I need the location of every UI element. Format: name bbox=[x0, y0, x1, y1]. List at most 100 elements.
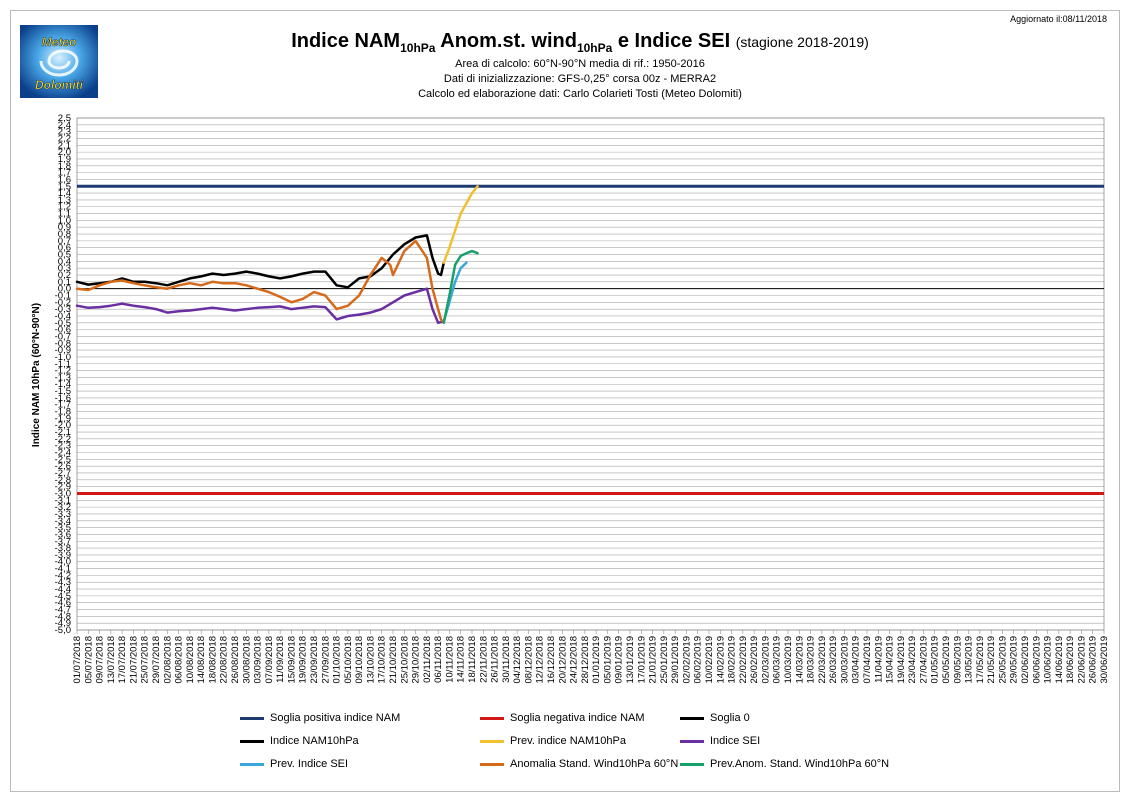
x-tick-label: 13/10/2018 bbox=[365, 636, 376, 684]
y-tick-label: 2,4 bbox=[58, 120, 71, 131]
y-tick-label: -4,1 bbox=[55, 564, 71, 575]
y-tick-label: 1,8 bbox=[58, 161, 71, 172]
legend-swatch bbox=[680, 739, 704, 743]
title-part-2: Anom.st. wind bbox=[435, 30, 577, 52]
y-tick-label: 0,8 bbox=[58, 229, 71, 240]
x-tick-label: 18/03/2019 bbox=[806, 636, 817, 684]
x-tick-label: 13/05/2019 bbox=[964, 636, 975, 684]
y-tick-label: 0,4 bbox=[58, 256, 71, 267]
x-tick-label: 02/03/2019 bbox=[760, 636, 771, 684]
x-tick-label: 26/06/2019 bbox=[1088, 636, 1099, 684]
legend-label: Soglia 0 bbox=[710, 712, 750, 724]
x-tick-label: 18/06/2019 bbox=[1065, 636, 1076, 684]
y-tick-label: 1,6 bbox=[58, 174, 71, 185]
y-tick-label: -1,5 bbox=[55, 386, 71, 397]
y-tick-label: 0,0 bbox=[58, 284, 71, 295]
x-tick-label: 23/09/2018 bbox=[309, 636, 320, 684]
gridlines bbox=[76, 117, 1105, 631]
logo-text-meteo: Meteo bbox=[42, 35, 77, 49]
x-tick-label: 15/04/2019 bbox=[885, 636, 896, 684]
x-tick-label: 29/01/2019 bbox=[670, 636, 681, 684]
x-tick-label: 04/12/2018 bbox=[512, 636, 523, 684]
x-tick-label: 25/07/2018 bbox=[140, 636, 151, 684]
y-tick-label: -0,4 bbox=[55, 311, 71, 322]
y-tick-label: -4,9 bbox=[55, 618, 71, 629]
x-tick-label: 11/04/2019 bbox=[873, 636, 884, 683]
x-tick-label: 14/06/2019 bbox=[1054, 636, 1065, 684]
x-tick-label: 06/06/2019 bbox=[1031, 636, 1042, 684]
title-subscript-1: 10hPa bbox=[400, 41, 436, 55]
x-tick-label: 24/12/2018 bbox=[569, 636, 580, 684]
title-part-1: Indice NAM bbox=[291, 30, 401, 52]
x-tick-label: 05/10/2018 bbox=[343, 636, 354, 684]
legend-item: Prev.Anom. Stand. Wind10hPa 60°N bbox=[680, 758, 889, 770]
subtitle-credits: Calcolo ed elaborazione dati: Carlo Cola… bbox=[418, 88, 742, 100]
y-tick-label: -1,7 bbox=[55, 400, 71, 411]
x-tick-label: 09/10/2018 bbox=[354, 636, 365, 684]
y-tick-label: 0,1 bbox=[58, 277, 71, 288]
y-tick-label: -1,3 bbox=[55, 372, 71, 383]
y-tick-label: -2,2 bbox=[55, 434, 71, 445]
y-tick-label: 1,2 bbox=[58, 202, 71, 213]
x-tick-label: 01/07/2018 bbox=[72, 636, 83, 684]
x-tick-label: 09/01/2019 bbox=[614, 636, 625, 684]
x-tick-label: 14/03/2019 bbox=[794, 636, 805, 684]
x-tick-label: 30/11/2018 bbox=[501, 636, 512, 683]
x-tick-label: 10/06/2019 bbox=[1043, 636, 1054, 684]
y-tick-label: -1,6 bbox=[55, 393, 71, 404]
y-tick-label: -2,0 bbox=[55, 420, 71, 431]
y-tick-label: -3,0 bbox=[55, 488, 71, 499]
legend-label: Indice NAM10hPa bbox=[270, 735, 359, 747]
legend-item: Prev. Indice SEI bbox=[240, 758, 348, 770]
x-tick-label: 14/11/2018 bbox=[456, 636, 467, 683]
x-tick-label: 26/03/2019 bbox=[828, 636, 839, 684]
x-tick-label: 21/01/2019 bbox=[648, 636, 659, 684]
legend-item: Indice NAM10hPa bbox=[240, 735, 359, 747]
legend-swatch bbox=[240, 762, 264, 766]
x-tick-label: 18/11/2018 bbox=[467, 636, 478, 683]
x-tick-label: 01/01/2019 bbox=[591, 636, 602, 684]
plot-area-border bbox=[76, 117, 1105, 631]
y-tick-label: -4,4 bbox=[55, 584, 71, 595]
y-tick-label: 2,0 bbox=[58, 147, 71, 158]
x-tick-label: 27/09/2018 bbox=[320, 636, 331, 684]
legend-label: Indice SEI bbox=[710, 735, 761, 747]
x-tick-label: 25/10/2018 bbox=[399, 636, 410, 684]
y-tick-label: 2,1 bbox=[58, 140, 71, 151]
x-tick-label: 10/03/2019 bbox=[783, 636, 794, 684]
legend-item: Prev. indice NAM10hPa bbox=[480, 735, 626, 747]
y-tick-label: -2,9 bbox=[55, 482, 71, 493]
x-axis-tick-labels: 01/07/2018 05/07/2018 09/07/2018 13/07/2018… bbox=[72, 630, 1110, 684]
x-tick-label: 29/10/2018 bbox=[411, 636, 422, 684]
y-tick-label: 0,5 bbox=[58, 250, 71, 261]
x-tick-label: 05/05/2019 bbox=[941, 636, 952, 684]
y-tick-label: -0,8 bbox=[55, 338, 71, 349]
x-tick-label: 17/05/2019 bbox=[975, 636, 986, 684]
series-lines bbox=[75, 184, 1104, 495]
x-tick-label: 28/12/2018 bbox=[580, 636, 591, 684]
y-tick-label: -4,2 bbox=[55, 570, 71, 581]
y-tick-label: -4,8 bbox=[55, 611, 71, 622]
logo-text-dolomiti: Dolomiti bbox=[35, 78, 84, 92]
y-tick-label: -0,6 bbox=[55, 325, 71, 336]
y-tick-label: -1,2 bbox=[55, 366, 71, 377]
legend-swatch bbox=[680, 716, 704, 720]
legend-label: Prev. Indice SEI bbox=[270, 758, 349, 770]
y-tick-label: -4,0 bbox=[55, 557, 71, 568]
y-tick-label: -1,1 bbox=[55, 359, 71, 370]
y-tick-label: -1,8 bbox=[55, 407, 71, 418]
x-tick-label: 10/11/2018 bbox=[444, 636, 455, 683]
y-tick-label: -3,3 bbox=[55, 509, 71, 520]
y-tick-label: 2,5 bbox=[58, 113, 71, 124]
y-tick-label: -2,3 bbox=[55, 441, 71, 452]
x-tick-label: 20/12/2018 bbox=[557, 636, 568, 684]
legend-swatch bbox=[480, 762, 504, 766]
y-tick-label: 2,2 bbox=[58, 133, 71, 144]
x-tick-label: 06/08/2018 bbox=[174, 636, 185, 684]
subtitle-area: Area di calcolo: 60°N-90°N media di rif.… bbox=[455, 58, 705, 70]
x-tick-label: 09/07/2018 bbox=[95, 636, 106, 684]
x-tick-label: 22/08/2018 bbox=[219, 636, 230, 684]
y-axis-label: Indice NAM 10hPa (60°N-90°N) bbox=[31, 303, 42, 447]
y-tick-label: -0,2 bbox=[55, 297, 71, 308]
series-indice-nam10hpa bbox=[75, 234, 446, 289]
